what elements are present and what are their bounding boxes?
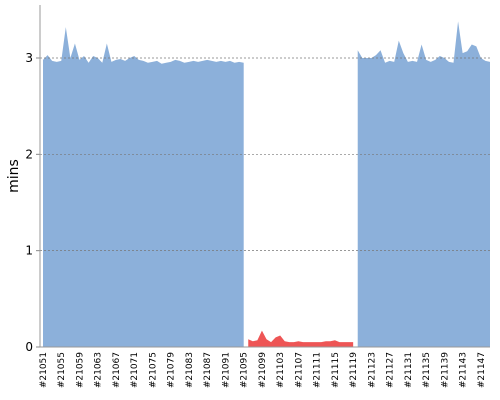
- x-tick-label: #21095: [240, 352, 250, 388]
- x-tick-label: #21103: [276, 352, 286, 388]
- x-tick-label: #21087: [203, 352, 213, 388]
- y-tick-label: 0: [25, 340, 33, 354]
- area: [43, 21, 490, 347]
- y-tick-label: 3: [25, 51, 33, 65]
- x-tick-label: #21083: [185, 352, 195, 388]
- x-tick-label: #21067: [112, 352, 122, 388]
- x-tick-label: #21119: [349, 352, 359, 388]
- x-tick-label: #21079: [167, 352, 177, 388]
- x-tick-label: #21135: [422, 352, 432, 388]
- x-tick-label: #21051: [39, 352, 49, 388]
- y-axis-label: mins: [6, 159, 22, 193]
- x-tick-label: #21123: [367, 352, 377, 388]
- x-tick-label: #21071: [130, 352, 140, 388]
- area: [248, 330, 354, 347]
- x-tick-label: #21063: [94, 352, 104, 388]
- x-tick-label: #21111: [313, 352, 323, 388]
- x-tick-label: #21139: [440, 352, 450, 388]
- y-tick-label: 1: [25, 244, 33, 258]
- x-tick-label: #21143: [459, 352, 469, 388]
- x-tick-label: #21127: [386, 352, 396, 388]
- x-tick-label: #21107: [294, 352, 304, 388]
- x-tick-label: #21091: [221, 352, 231, 388]
- x-tick-label: #21099: [258, 352, 268, 388]
- x-tick-label: #21075: [148, 352, 158, 388]
- x-tick-label: #21055: [57, 352, 67, 388]
- x-tick-label: #21115: [331, 352, 341, 388]
- x-tick-label: #21147: [477, 352, 487, 388]
- x-tick-label: #21131: [404, 352, 414, 388]
- x-tick-label: #21059: [75, 352, 85, 388]
- y-tick-label: 2: [25, 147, 33, 161]
